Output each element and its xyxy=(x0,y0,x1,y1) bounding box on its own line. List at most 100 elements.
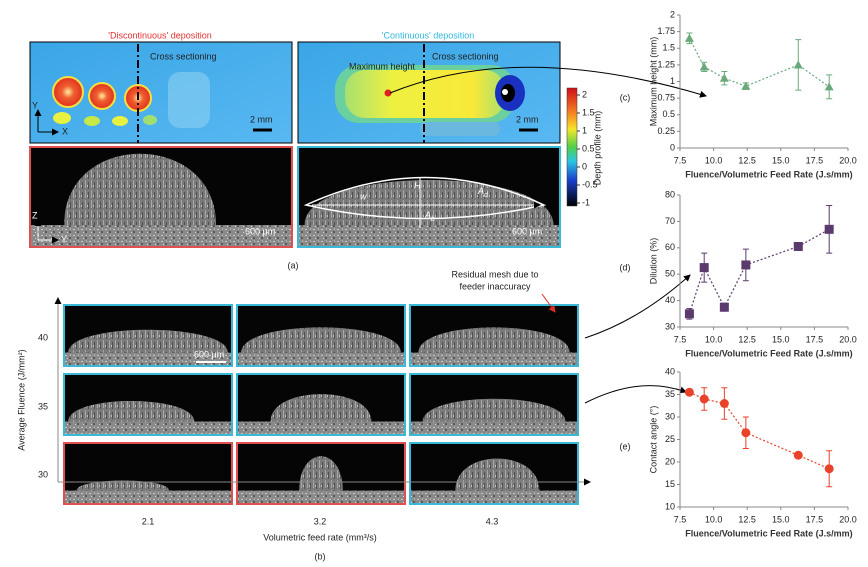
y-tick-label: 1.5 xyxy=(662,43,675,53)
y-tick-label: 20 xyxy=(665,456,675,466)
marker xyxy=(794,242,803,251)
y-tick-label: 80 xyxy=(665,189,675,199)
x-tick-label: 10.0 xyxy=(705,514,723,524)
axis-title: Volumetric feed rate (mm³/s) xyxy=(263,532,377,542)
colorbar-tick-label: 0 xyxy=(582,161,587,171)
annotation: Residual mesh due to xyxy=(451,269,538,279)
marker xyxy=(794,60,803,68)
y-tick-label: 70 xyxy=(665,216,675,226)
colorbar xyxy=(567,88,577,206)
substrate xyxy=(64,491,232,504)
axis-title: Average Fluence (J/mm²) xyxy=(16,349,26,450)
figure: 'Discontinuous' deposition 'Continuous' … xyxy=(0,0,868,567)
caption: (b) xyxy=(315,551,326,561)
col-label: 4.3 xyxy=(486,516,499,526)
annotation: Cross sectioning xyxy=(432,51,499,61)
scale-label: 2 mm xyxy=(250,114,273,124)
y-tick-label: 35 xyxy=(665,389,675,399)
geometry-label: H xyxy=(414,180,421,190)
scale-label: 600 μm xyxy=(512,226,542,236)
y-tick-label: 25 xyxy=(665,434,675,444)
y-axis-title: Contact angle (°) xyxy=(648,406,658,474)
x-tick-label: 15.0 xyxy=(772,334,790,344)
x-tick-label: 7.5 xyxy=(674,155,687,165)
row-label: 35 xyxy=(38,401,48,411)
micrographs xyxy=(30,147,560,247)
x-tick-label: 10.0 xyxy=(705,334,723,344)
colorbar-tick-label: 1 xyxy=(582,125,587,135)
axis-glyph-label: Y xyxy=(61,234,67,244)
substrate xyxy=(410,353,578,366)
substrate xyxy=(237,491,405,504)
y-tick-label: 40 xyxy=(665,295,675,305)
x-tick-label: 15.0 xyxy=(772,155,790,165)
y-tick-label: 0 xyxy=(670,142,675,152)
marker xyxy=(741,260,750,269)
trend-line xyxy=(689,38,829,87)
geometry-label: w xyxy=(360,191,367,201)
marker xyxy=(720,74,729,82)
x-tick-label: 12.5 xyxy=(738,334,756,344)
trend-line xyxy=(689,229,829,313)
x-tick-label: 10.0 xyxy=(705,155,723,165)
y-tick-label: 30 xyxy=(665,321,675,331)
y-tick-label: 0.25 xyxy=(657,126,675,136)
colorbar-label: Depth profile (mm) xyxy=(592,111,602,186)
x-tick-label: 20.0 xyxy=(839,155,857,165)
x-tick-label: 7.5 xyxy=(674,514,687,524)
scale-label: 2 mm xyxy=(516,114,539,124)
panel-label: (d) xyxy=(620,262,631,272)
marker xyxy=(825,464,834,473)
marker xyxy=(720,399,729,408)
x-tick-label: 12.5 xyxy=(738,514,756,524)
axis-glyph-label: Z xyxy=(32,210,38,220)
y-tick-label: 60 xyxy=(665,242,675,252)
marker xyxy=(685,388,694,397)
marker xyxy=(700,395,709,404)
trend-line xyxy=(689,392,829,469)
caption: (a) xyxy=(288,260,299,270)
marker xyxy=(825,225,834,234)
y-axis-title: Dilution (%) xyxy=(648,238,658,285)
row-label: 30 xyxy=(38,469,48,479)
x-tick-label: 17.5 xyxy=(806,155,824,165)
y-tick-label: 1.75 xyxy=(657,26,675,36)
annotation: Cross sectioning xyxy=(150,51,217,61)
marker xyxy=(700,62,709,70)
substrate xyxy=(237,353,405,366)
marker xyxy=(825,82,834,90)
y-tick-label: 50 xyxy=(665,269,675,279)
panel-label: (e) xyxy=(620,441,631,451)
y-tick-label: 10 xyxy=(665,501,675,511)
panel-title: 'Discontinuous' deposition xyxy=(108,30,212,40)
scale-label: 600 μm xyxy=(194,349,224,359)
colorbar-tick-label: 2 xyxy=(582,89,587,99)
y-axis-title: Maximum height (mm) xyxy=(648,37,658,127)
colorbar-tick-label: -1 xyxy=(582,197,590,207)
y-tick-label: 1.25 xyxy=(657,59,675,69)
marker xyxy=(720,303,729,312)
panel-title: 'Continuous' deposition xyxy=(382,30,475,40)
y-tick-label: 15 xyxy=(665,479,675,489)
y-tick-label: 2 xyxy=(670,9,675,19)
chart: 0 0.25 0.5 0.75 1 1.25 1.5 1.75 2 7.5 10.0 12.5 15.0… xyxy=(620,9,857,179)
x-tick-label: 15.0 xyxy=(772,514,790,524)
axis-glyph-label: X xyxy=(62,126,68,136)
y-tick-label: 40 xyxy=(665,366,675,376)
scale-label: 600 μm xyxy=(245,226,275,236)
x-tick-label: 12.5 xyxy=(738,155,756,165)
axis-glyph-label: Y xyxy=(32,100,38,110)
y-tick-label: 0.5 xyxy=(662,109,675,119)
marker xyxy=(700,263,709,272)
y-tick-label: 1 xyxy=(670,76,675,86)
marker xyxy=(685,309,694,318)
x-axis-title: Fluence/Volumetric Feed Rate (J.s/mm) xyxy=(685,348,852,358)
substrate xyxy=(410,422,578,435)
chart: 3040506070807.510.012.515.017.520.0Fluen… xyxy=(620,189,857,358)
annotation: feeder inaccuracy xyxy=(459,281,531,291)
col-label: 2.1 xyxy=(142,516,155,526)
x-tick-label: 20.0 xyxy=(839,334,857,344)
marker xyxy=(685,34,694,42)
y-tick-label: 0.75 xyxy=(657,93,675,103)
